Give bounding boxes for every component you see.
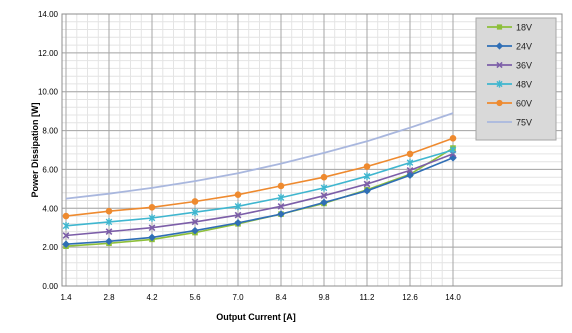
x-tick-label: 2.8 [103,293,115,302]
data-point-marker [363,187,371,195]
series-line [65,137,454,217]
data-point-marker [406,167,414,174]
data-point-marker [62,212,70,220]
y-tick-label: 0.00 [42,282,58,291]
y-tick-label: 12.00 [38,49,59,58]
data-point-marker [105,207,113,215]
data-point-marker [234,202,242,211]
x-tick-label: 8.4 [275,293,287,302]
data-point-marker [496,24,503,30]
data-point-marker [148,233,156,242]
data-point-marker [406,158,414,167]
data-point-marker [234,211,242,219]
series-line [65,149,454,227]
data-point-marker [406,150,414,158]
data-point-marker [363,172,371,181]
data-point-marker [148,214,156,222]
legend-label: 36V [516,61,532,71]
data-point-marker [320,198,328,207]
series-75v [65,112,454,200]
data-point-marker [320,173,328,181]
data-point-marker [277,210,285,218]
data-point-marker [191,226,199,235]
data-point-marker [496,80,503,88]
data-point-marker [62,240,70,249]
x-tick-label: 12.6 [402,293,418,302]
data-point-marker [105,237,113,246]
legend-label: 75V [516,118,532,128]
x-tick-label: 4.2 [146,293,158,302]
x-tick-label: 9.8 [318,293,330,302]
legend-label: 60V [516,99,532,109]
y-tick-label: 14.00 [38,10,59,19]
x-tick-label: 7.0 [232,293,244,302]
data-point-marker [449,146,457,154]
x-tick-label: 14.0 [445,293,461,302]
y-axis-label: Power Dissipation [W] [30,102,40,197]
data-point-marker [277,202,285,210]
data-point-marker [320,192,328,200]
series-line [65,112,454,200]
data-point-marker [191,218,199,226]
plot-area-border [61,13,563,287]
data-point-marker [234,191,242,198]
legend-box [475,17,557,141]
x-tick-label: 1.4 [60,293,72,302]
data-point-marker [191,198,199,205]
legend-label: 48V [516,80,532,90]
data-point-marker [496,61,503,69]
data-point-marker [191,208,199,216]
data-point-marker [277,182,285,190]
x-axis-label: Output Current [A] [216,312,295,322]
data-point-marker [105,228,113,235]
data-point-marker [449,135,457,142]
data-point-marker [363,180,371,188]
data-point-marker [277,193,285,202]
series-group [62,112,457,249]
y-tick-label: 10.00 [38,88,59,97]
series-line [65,157,454,245]
data-point-marker [62,221,70,230]
data-point-marker [496,99,503,107]
y-tick-label: 2.00 [42,243,58,252]
x-tick-label: 11.2 [360,293,376,302]
data-point-marker [320,184,328,192]
axis-group: 0.00 2.00 4.00 6.00 8.00 10.00 12.00 14.00 1.4 2.… [38,10,461,302]
series-60v [62,135,457,220]
series-line [65,153,454,237]
data-point-marker [495,42,504,50]
data-point-marker [148,224,156,232]
series-48v [62,146,457,230]
data-point-marker [148,204,156,211]
data-point-marker [62,232,70,239]
legend-label: 18V [516,23,532,33]
chart-legend: 18V 24V 36V 48V 60V 75V [475,17,557,141]
data-point-marker [105,218,113,226]
y-tick-label: 4.00 [42,204,58,213]
legend-label: 24V [516,42,532,52]
y-tick-label: 6.00 [42,165,58,174]
y-tick-label: 8.00 [42,127,58,136]
data-point-marker [234,219,242,227]
x-tick-label: 5.6 [189,293,201,302]
data-point-marker [363,163,371,170]
